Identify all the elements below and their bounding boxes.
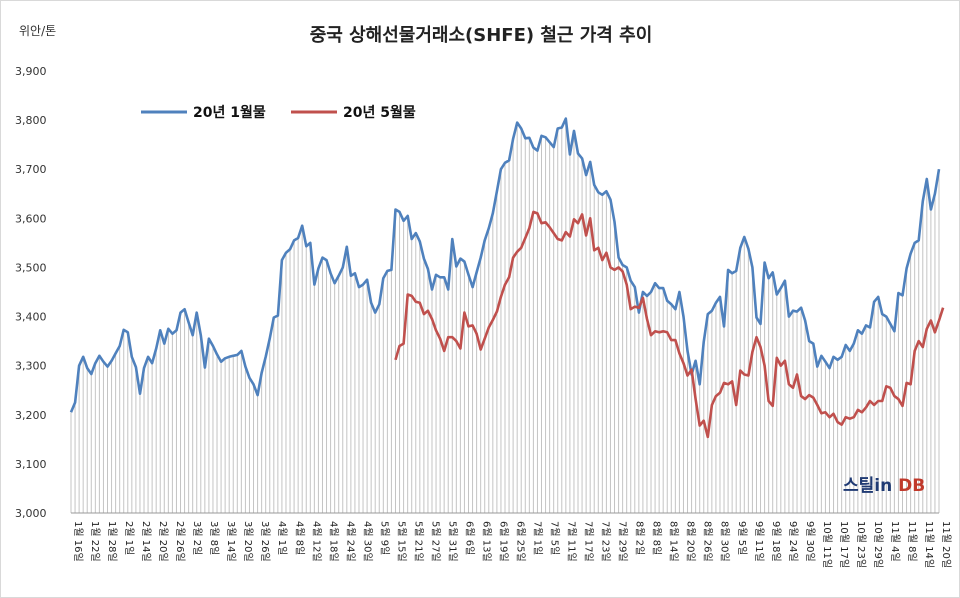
x-tick-label: 11월 4일 — [889, 521, 901, 562]
series-lines — [69, 117, 945, 439]
x-tick-label: 8월 20일 — [685, 521, 697, 562]
x-tick-label: 7월 1일 — [532, 521, 544, 555]
y-axis-ticks: 3,000 3,100 3,200 3,300 3,400 3,500 3,600 3,700… — [15, 65, 47, 520]
x-tick-label: 6월 19일 — [497, 521, 509, 562]
x-tick-label: 1월 28일 — [106, 521, 118, 562]
x-tick-label: 5월 21일 — [412, 521, 424, 562]
x-tick-label: 4월 12일 — [310, 521, 322, 562]
logo-text: 스틸in DB — [843, 475, 925, 496]
x-tick-label: 1월 16일 — [72, 521, 84, 562]
x-tick-label: 8월 26일 — [702, 521, 714, 562]
x-tick-label: 5월 9일 — [378, 521, 390, 555]
x-tick-label: 10월 17일 — [838, 521, 850, 568]
y-tick-label: 3,700 — [15, 163, 47, 176]
legend-item-series-2: 20년 5월물 — [291, 104, 416, 121]
x-tick-label: 1월 22일 — [89, 521, 101, 562]
chart-title: 중국 상해선물거래소(SHFE) 철근 가격 추이 — [310, 25, 653, 46]
x-tick-label: 7월 23일 — [600, 521, 612, 562]
x-tick-label: 4월 18일 — [327, 521, 339, 562]
x-tick-label: 2월 1일 — [123, 521, 135, 555]
x-tick-label: 6월 25일 — [515, 521, 527, 562]
x-tick-label: 8월 14일 — [668, 521, 680, 562]
x-tick-label: 11월 8일 — [906, 521, 918, 562]
x-tick-label: 7월 17일 — [583, 521, 595, 562]
x-tick-label: 11월 20일 — [940, 521, 952, 568]
x-tick-label: 10월 11일 — [821, 521, 833, 568]
y-tick-label: 3,300 — [15, 360, 47, 373]
y-tick-label: 3,100 — [15, 458, 47, 471]
x-tick-label: 2월 26일 — [174, 521, 186, 562]
x-tick-label: 9월 24일 — [787, 521, 799, 562]
x-tick-label: 6월 6일 — [463, 521, 475, 555]
x-tick-label: 3월 26일 — [259, 521, 271, 562]
y-tick-label: 3,900 — [15, 65, 47, 78]
x-tick-label: 9월 30일 — [804, 521, 816, 562]
x-tick-label: 3월 20일 — [242, 521, 254, 562]
drop-lines — [70, 118, 940, 513]
x-tick-label: 6월 13일 — [480, 521, 492, 562]
legend-item-series-1: 20년 1월물 — [141, 104, 266, 121]
y-tick-label: 3,400 — [15, 311, 47, 324]
x-tick-label: 4월 8일 — [293, 521, 305, 555]
x-tick-label: 7월 5일 — [549, 521, 561, 555]
logo: 스틸in DB — [843, 475, 925, 496]
x-tick-label: 9월 5일 — [736, 521, 748, 555]
x-tick-label: 5월 27일 — [429, 521, 441, 562]
y-tick-label: 3,800 — [15, 114, 47, 127]
x-tick-label: 10월 29일 — [872, 521, 884, 568]
x-tick-label: 4월 24일 — [344, 521, 356, 562]
legend-label-series-1: 20년 1월물 — [193, 104, 266, 121]
x-tick-label: 9월 18일 — [770, 521, 782, 562]
x-axis-ticks: 1월 16일 1월 22일 1월 28일 2월 1일 2월 14일 2월 20일 2월 26… — [72, 521, 952, 568]
logo-part-3: DB — [892, 476, 925, 496]
x-tick-label: 5월 15일 — [395, 521, 407, 562]
x-tick-label: 8월 8일 — [651, 521, 663, 555]
x-tick-label: 7월 11일 — [566, 521, 578, 562]
legend: 20년 1월물 20년 5월물 — [141, 104, 416, 121]
y-axis-unit-label: 위안/톤 — [19, 24, 56, 38]
series-line-1 — [69, 117, 941, 413]
x-tick-label: 3월 8일 — [208, 521, 220, 555]
logo-part-1: 스틸 — [843, 475, 874, 496]
x-tick-label: 2월 20일 — [157, 521, 169, 562]
y-tick-label: 3,500 — [15, 261, 47, 274]
x-tick-label: 8월 2일 — [634, 521, 646, 555]
x-tick-label: 8월 30일 — [719, 521, 731, 562]
x-tick-label: 3월 14일 — [225, 521, 237, 562]
x-tick-label: 4월 30일 — [361, 521, 373, 562]
y-tick-label: 3,000 — [15, 507, 47, 520]
legend-label-series-2: 20년 5월물 — [343, 104, 416, 121]
x-tick-label: 11월 14일 — [923, 521, 935, 568]
x-tick-label: 3월 2일 — [191, 521, 203, 555]
x-tick-label: 10월 23일 — [855, 521, 867, 568]
y-tick-label: 3,600 — [15, 212, 47, 225]
x-tick-label: 5월 31일 — [446, 521, 458, 562]
x-tick-label: 9월 11일 — [753, 521, 765, 562]
x-tick-label: 4월 1일 — [276, 521, 288, 555]
y-tick-label: 3,200 — [15, 409, 47, 422]
logo-part-2: in — [874, 476, 892, 496]
series-line-2 — [394, 210, 945, 439]
x-tick-label: 2월 14일 — [140, 521, 152, 562]
x-tick-label: 7월 29일 — [617, 521, 629, 562]
